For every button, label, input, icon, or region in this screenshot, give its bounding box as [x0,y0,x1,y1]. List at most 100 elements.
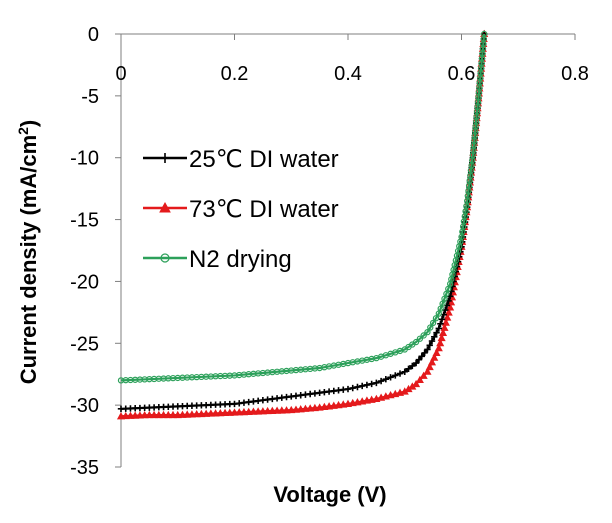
series-point [363,381,371,389]
y-tick-label: -5 [81,86,99,108]
series-point [145,410,154,419]
x-tick-label: 0.8 [561,63,589,85]
series-point [446,303,455,311]
series-point [349,384,356,392]
series-point [202,409,211,417]
series-point [160,153,170,163]
series-point [187,410,196,418]
y-axis-title: Current density (mA/cm2) [15,120,41,385]
series-point [430,353,439,361]
series-point [211,409,220,417]
series-point [254,407,263,415]
series-point [216,408,225,417]
series-point [368,380,375,388]
series-point [420,332,427,339]
series-point [249,407,258,415]
series-point [429,319,437,327]
series-point [433,329,440,336]
series-point [387,374,394,381]
series-point [412,338,420,346]
series-point [159,201,171,213]
series-point [447,298,456,306]
series-point [392,372,399,379]
series-point [126,411,135,419]
series-point [225,408,234,416]
series-point [421,349,428,357]
series-point [481,30,488,38]
series-point [239,407,249,416]
series-point [230,408,239,416]
series-point [432,315,440,322]
series-point [415,356,423,363]
series-point [439,328,448,336]
series-point [425,362,434,371]
series-point [263,406,272,415]
series-point [168,410,178,419]
series-point [277,406,286,414]
legend-item: 25℃ DI water [143,146,339,173]
series-layer [116,29,489,420]
series-point [444,308,453,316]
legend-item: N2 drying [143,246,292,273]
series-point [423,367,432,375]
y-tick-label: -15 [70,210,99,232]
y-tick-label: -10 [70,148,99,170]
series-point [344,385,352,393]
series-point [438,316,446,323]
series-point [436,338,445,347]
series-point [409,362,416,370]
y-tick-label: -20 [70,271,99,293]
y-axis-title-unit: (mA/cm [16,135,41,216]
series-point [427,358,437,366]
series-point [431,333,438,341]
y-tick-label: -30 [70,395,99,417]
series-point [154,410,163,419]
series-point [435,325,442,332]
series-point [427,324,434,331]
series-point [135,411,144,419]
series-point [173,410,182,419]
series-point [150,410,159,419]
x-tick-label: 0.6 [448,63,476,85]
y-tick-label: 0 [88,24,99,46]
y-axis-title-sup: 2 [15,127,31,135]
series-line [120,33,486,382]
series-point [428,337,436,345]
series-point [159,410,168,419]
series-point [382,375,390,383]
series-point [396,370,404,377]
series-point [373,379,380,387]
series-point [419,371,428,379]
legend-label: N2 drying [189,246,292,273]
series-point [426,342,433,349]
series-point [440,323,449,331]
x-tick-label: 0.4 [334,63,362,85]
series-point [434,344,443,352]
legend-label: 73℃ DI water [189,196,339,223]
series-point [412,359,420,367]
series-point [441,318,450,326]
series-point [443,313,452,321]
series-point [183,410,192,418]
series-point [160,253,170,263]
series-point [258,407,267,415]
series-point [424,346,431,353]
y-axis-title-close: ) [16,120,41,127]
series-point [220,408,230,417]
series-triangle [116,29,489,420]
series-point [116,412,126,420]
series-point [131,411,140,419]
series-point [416,335,424,342]
y-tick-label: -25 [70,333,99,355]
series-point [121,411,130,420]
y-tick-label: -35 [70,457,99,479]
series-point [273,406,282,414]
series-point [405,365,412,373]
series-point [192,409,201,418]
axes: 0 -5 -10 -15 -20 -25 -30 -35 0 0.2 0.4 0.6 0.8 [70,24,589,479]
x-tick-label: 0 [115,63,126,85]
series-point [418,353,425,360]
series-point [437,320,444,328]
x-tick-label: 0.2 [221,63,249,85]
